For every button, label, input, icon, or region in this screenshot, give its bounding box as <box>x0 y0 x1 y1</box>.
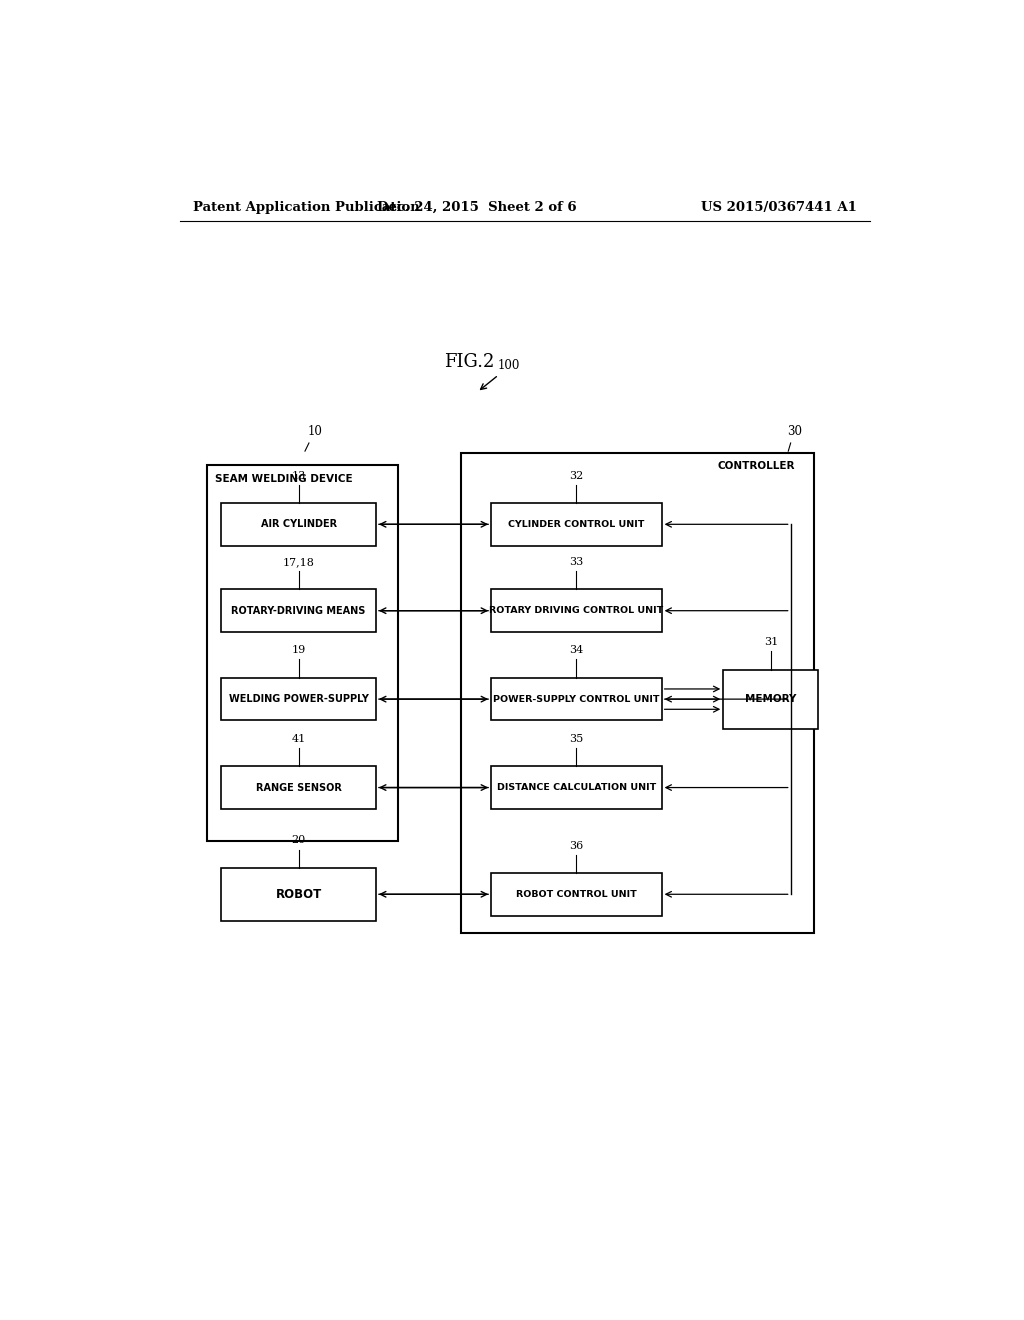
Text: 36: 36 <box>569 841 584 850</box>
Text: US 2015/0367441 A1: US 2015/0367441 A1 <box>700 201 856 214</box>
Text: Dec. 24, 2015  Sheet 2 of 6: Dec. 24, 2015 Sheet 2 of 6 <box>378 201 577 214</box>
Text: 32: 32 <box>569 471 584 480</box>
Bar <box>207 466 397 841</box>
Text: 13: 13 <box>292 471 306 480</box>
Text: DISTANCE CALCULATION UNIT: DISTANCE CALCULATION UNIT <box>497 783 656 792</box>
Text: ROBOT: ROBOT <box>275 888 322 900</box>
Text: 17,18: 17,18 <box>283 557 314 568</box>
Bar <box>221 766 376 809</box>
Bar <box>221 503 376 545</box>
Text: ROTARY-DRIVING MEANS: ROTARY-DRIVING MEANS <box>231 606 366 615</box>
Text: AIR CYLINDER: AIR CYLINDER <box>260 519 337 529</box>
Text: 10: 10 <box>308 425 323 438</box>
Text: 30: 30 <box>787 425 802 438</box>
Text: RANGE SENSOR: RANGE SENSOR <box>256 783 342 792</box>
Bar <box>492 873 662 916</box>
Text: 31: 31 <box>764 638 778 647</box>
Text: 20: 20 <box>292 836 306 846</box>
Text: 34: 34 <box>569 645 584 656</box>
Bar <box>221 589 376 632</box>
Text: ROBOT CONTROL UNIT: ROBOT CONTROL UNIT <box>516 890 637 899</box>
Text: 33: 33 <box>569 557 584 568</box>
Bar <box>221 677 376 721</box>
Text: POWER-SUPPLY CONTROL UNIT: POWER-SUPPLY CONTROL UNIT <box>494 694 659 704</box>
Text: 100: 100 <box>498 359 520 372</box>
Text: CYLINDER CONTROL UNIT: CYLINDER CONTROL UNIT <box>508 520 644 529</box>
Bar <box>492 766 662 809</box>
Bar <box>492 503 662 545</box>
Bar <box>221 867 376 921</box>
Text: 35: 35 <box>569 734 584 744</box>
Text: ROTARY DRIVING CONTROL UNIT: ROTARY DRIVING CONTROL UNIT <box>489 606 664 615</box>
Text: MEMORY: MEMORY <box>745 694 797 704</box>
Bar <box>723 669 818 729</box>
Text: WELDING POWER-SUPPLY: WELDING POWER-SUPPLY <box>228 694 369 704</box>
Text: 19: 19 <box>292 645 306 656</box>
Text: FIG.2: FIG.2 <box>444 352 495 371</box>
Bar <box>492 677 662 721</box>
Text: CONTROLLER: CONTROLLER <box>717 462 795 471</box>
Text: Patent Application Publication: Patent Application Publication <box>194 201 420 214</box>
Bar <box>461 453 814 933</box>
Bar <box>492 589 662 632</box>
Text: 41: 41 <box>292 734 306 744</box>
Text: SEAM WELDING DEVICE: SEAM WELDING DEVICE <box>215 474 352 483</box>
